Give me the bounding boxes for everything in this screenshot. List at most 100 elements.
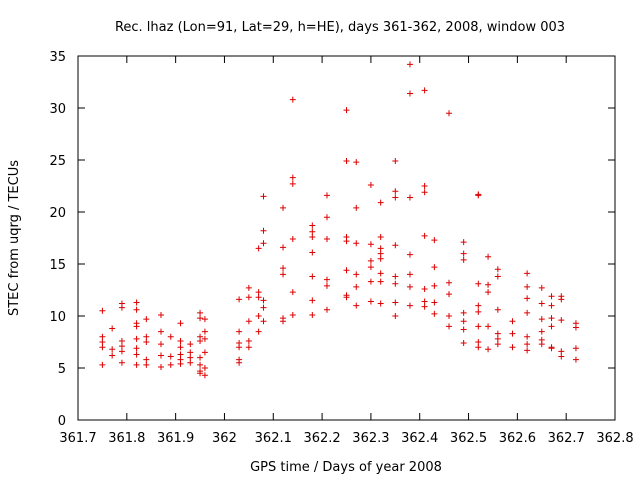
data-point xyxy=(197,315,204,322)
y-tick-label: 10 xyxy=(49,310,66,325)
data-point xyxy=(260,227,267,234)
data-point xyxy=(475,191,482,198)
data-point xyxy=(548,315,555,322)
data-point xyxy=(177,351,184,358)
data-point xyxy=(377,233,384,240)
x-axis-label: GPS time / Days of year 2008 xyxy=(250,460,442,475)
data-point xyxy=(255,313,262,319)
data-point xyxy=(177,344,184,351)
data-point xyxy=(309,233,316,240)
data-point xyxy=(392,273,399,280)
data-point xyxy=(118,337,125,344)
x-tick-label: 362.5 xyxy=(450,431,487,446)
data-point xyxy=(421,303,428,310)
data-point xyxy=(177,360,184,367)
x-tick-label: 362.3 xyxy=(352,431,389,446)
data-point xyxy=(133,299,140,306)
data-point xyxy=(201,365,208,371)
data-point xyxy=(548,323,555,330)
data-point xyxy=(524,270,531,277)
data-point xyxy=(99,307,106,314)
data-point xyxy=(421,285,428,292)
data-point xyxy=(201,349,208,356)
data-point xyxy=(377,300,384,307)
x-axis: 361.7 361.8 361.9 362 362.1 362.2 362.3 362.4 36… xyxy=(59,56,634,446)
data-point xyxy=(309,228,316,235)
data-point xyxy=(392,299,399,306)
data-point xyxy=(143,356,150,363)
data-point xyxy=(133,351,140,358)
data-point xyxy=(538,341,545,348)
data-point xyxy=(446,279,453,286)
x-tick-label: 362 xyxy=(212,431,237,446)
data-point xyxy=(406,302,413,309)
data-point xyxy=(572,324,579,331)
data-point xyxy=(406,61,413,68)
data-point xyxy=(118,343,125,350)
data-point xyxy=(245,318,252,325)
data-point xyxy=(460,326,467,333)
data-point xyxy=(201,328,208,335)
data-point xyxy=(392,188,399,195)
data-point xyxy=(494,266,501,273)
data-point xyxy=(99,361,106,368)
data-point xyxy=(309,311,316,318)
data-point xyxy=(460,239,467,246)
data-point xyxy=(431,299,438,306)
data-point xyxy=(353,302,360,309)
data-point xyxy=(343,107,350,114)
data-point xyxy=(280,204,287,211)
data-point xyxy=(157,363,164,370)
data-point xyxy=(353,271,360,278)
data-point xyxy=(99,333,106,340)
data-point xyxy=(475,308,482,315)
x-tick-label: 361.7 xyxy=(59,431,96,446)
data-point xyxy=(260,318,267,325)
data-point xyxy=(177,320,184,327)
data-point xyxy=(255,294,262,301)
data-point xyxy=(392,242,399,249)
data-point xyxy=(460,318,467,325)
data-point xyxy=(343,294,350,301)
data-point xyxy=(406,283,413,290)
data-point xyxy=(289,311,296,318)
data-point xyxy=(485,253,492,260)
data-point xyxy=(289,236,296,243)
data-point xyxy=(509,344,516,351)
data-point xyxy=(524,347,531,354)
data-point xyxy=(177,337,184,344)
data-point xyxy=(494,273,501,280)
data-point xyxy=(431,264,438,271)
data-point xyxy=(99,339,106,345)
data-point xyxy=(548,345,555,352)
data-point xyxy=(377,250,384,257)
data-point xyxy=(280,265,287,272)
data-point xyxy=(118,348,125,355)
data-points xyxy=(99,61,579,379)
data-point xyxy=(572,345,579,352)
data-point xyxy=(377,199,384,206)
data-point xyxy=(538,284,545,291)
y-tick-label: 25 xyxy=(49,154,66,169)
y-axis-label: STEC from uqrg / TECUs xyxy=(7,160,22,316)
data-point xyxy=(309,273,316,280)
data-point xyxy=(109,352,116,359)
data-point xyxy=(323,276,330,283)
data-point xyxy=(236,328,243,335)
data-point xyxy=(109,346,116,353)
plot-frame xyxy=(77,55,616,421)
data-point xyxy=(201,372,208,379)
x-tick-label: 362.8 xyxy=(596,431,633,446)
data-point xyxy=(133,361,140,368)
data-point xyxy=(323,192,330,199)
data-point xyxy=(309,297,316,304)
data-point xyxy=(109,325,116,332)
data-point xyxy=(187,349,194,356)
data-point xyxy=(494,335,501,342)
data-point xyxy=(236,344,243,351)
data-point xyxy=(343,267,350,274)
data-point xyxy=(343,238,350,245)
data-point xyxy=(157,352,164,359)
data-point xyxy=(353,240,360,247)
data-point xyxy=(118,304,125,311)
